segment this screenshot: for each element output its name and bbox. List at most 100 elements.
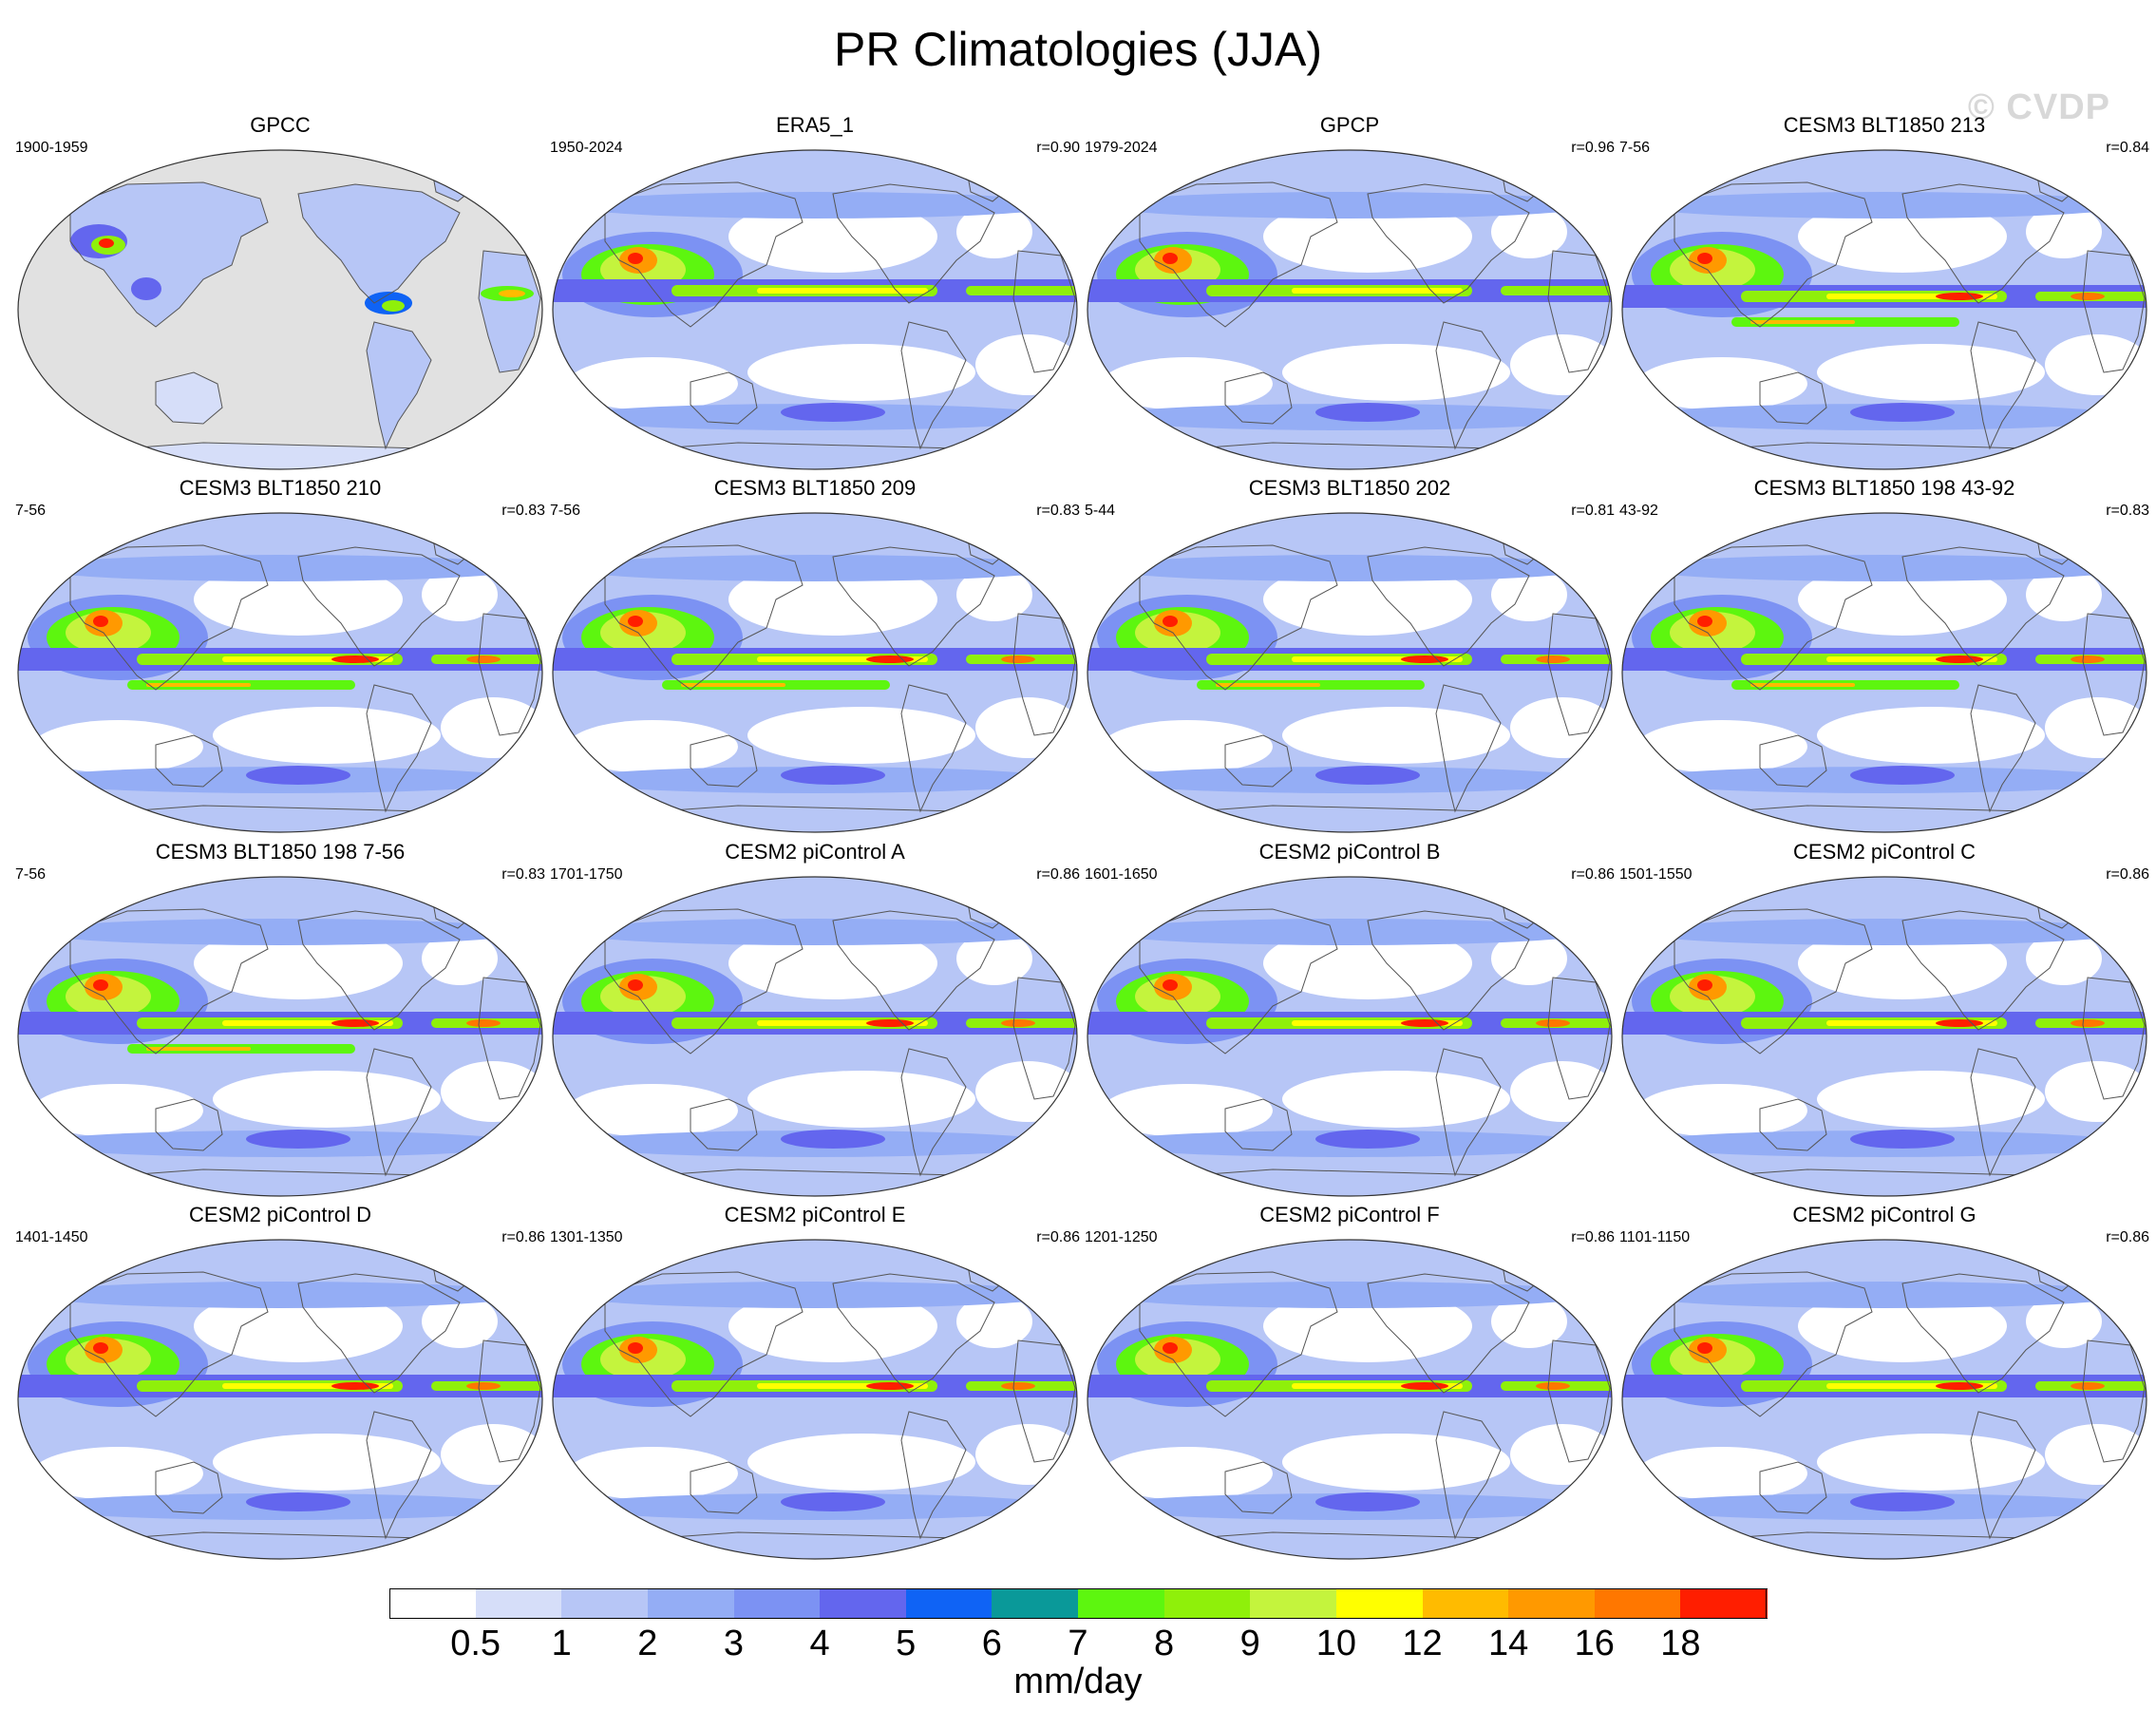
globe-outline [17, 149, 543, 470]
globe-outline [1087, 1239, 1613, 1560]
dry-zone [1263, 1290, 1472, 1362]
coastline [2082, 1340, 2146, 1463]
precip-map [1621, 876, 2147, 1197]
southern-ocean-maximum [246, 766, 350, 785]
dry-zone [1798, 200, 2007, 273]
coastline [832, 910, 995, 1031]
coastline [155, 1098, 223, 1151]
precip-map [1087, 1239, 1613, 1560]
southern-ocean-maximum [246, 1492, 350, 1511]
southern-ocean-maximum [781, 403, 885, 422]
dry-zone [194, 927, 403, 999]
precip-map [552, 876, 1078, 1197]
double-itcz-core [146, 1047, 251, 1051]
dry-zone [1102, 357, 1273, 410]
storm-track [1636, 1282, 2130, 1308]
dry-zone [1798, 1290, 2007, 1362]
coastline [604, 1271, 804, 1417]
panel-pattern-correlation: r=0.86 [2106, 1229, 2149, 1245]
map-background [18, 150, 542, 469]
dry-zone [567, 357, 738, 410]
panel-years: 1401-1450 [15, 1229, 88, 1245]
dry-zone [2045, 334, 2147, 395]
coastline [1674, 181, 1873, 328]
atlantic-itcz [1501, 286, 1612, 295]
precip-map [1621, 512, 2147, 833]
dry-zone [1102, 1447, 1273, 1500]
panel-years: 1201-1250 [1085, 1229, 1158, 1245]
coastline [604, 181, 804, 328]
colorbar-swatch [561, 1588, 649, 1619]
panel-pattern-correlation: r=0.83 [2106, 503, 2149, 519]
itcz-core [757, 288, 928, 294]
colorbar-tick-label: 4 [809, 1624, 830, 1663]
coastline [69, 181, 269, 328]
globe-outline [17, 512, 543, 833]
precip-map [552, 512, 1078, 833]
colorbar-swatch [1163, 1588, 1251, 1619]
globe-outline [17, 1239, 543, 1560]
panel-pattern-correlation: r=0.86 [1571, 866, 1615, 883]
coastline [297, 910, 461, 1031]
panel-years: 1701-1750 [550, 866, 623, 883]
coastline [1367, 1273, 1530, 1394]
dry-zone [32, 1447, 203, 1500]
map-panel: GPCC 1900-1959 [13, 112, 547, 473]
globe-outline [17, 876, 543, 1197]
coastline [900, 684, 967, 813]
coastline [1901, 910, 2065, 1031]
dry-zone [2045, 1061, 2147, 1122]
coastline [1759, 734, 1827, 788]
dry-zone [213, 1071, 441, 1128]
coastline [478, 1340, 541, 1463]
monsoon-precip [628, 1342, 643, 1354]
globe-outline [1621, 1239, 2147, 1560]
double-itcz-core [146, 683, 251, 687]
coastline [1970, 1048, 2036, 1177]
colorbar-swatch [820, 1588, 907, 1619]
monsoon-precip [1697, 1342, 1712, 1354]
coastline [1367, 183, 1530, 304]
globe-outline [1621, 149, 2147, 470]
coastline [1012, 613, 1076, 736]
panel-years: 43-92 [1619, 503, 1658, 519]
dry-zone [1282, 1434, 1510, 1491]
itcz-maximum [1401, 1382, 1448, 1390]
coastline [604, 544, 804, 691]
atlantic-maximum [466, 656, 501, 663]
panel-years: 7-56 [15, 503, 47, 519]
colorbar-swatch [1594, 1588, 1681, 1619]
storm-track [32, 919, 526, 945]
dry-zone [1636, 357, 1807, 410]
coastline [1435, 684, 1502, 813]
dry-zone [1817, 1434, 2045, 1491]
coastline [1224, 1461, 1293, 1514]
map-panel: CESM2 piControl F 1201-1250 r=0.86 [1083, 1202, 1617, 1563]
coastline [1139, 181, 1338, 328]
precip-map [17, 149, 543, 470]
map-panel: CESM2 piControl E 1301-1350 r=0.86 [548, 1202, 1082, 1563]
southern-ocean-maximum [781, 766, 885, 785]
coastline [900, 321, 967, 450]
globe-outline [552, 512, 1078, 833]
land-precip-region [367, 322, 431, 448]
panel-pattern-correlation: r=0.86 [2106, 866, 2149, 883]
panel-pattern-correlation: r=0.84 [2106, 140, 2149, 156]
itcz-maximum [866, 1019, 914, 1027]
coastline [1012, 1340, 1076, 1463]
colorbar-tick-label: 1 [551, 1624, 572, 1663]
panel-years: 1900-1959 [15, 140, 88, 156]
storm-track [567, 192, 1061, 218]
panel-pattern-correlation: r=0.90 [1036, 140, 1080, 156]
storm-track [1102, 1282, 1596, 1308]
coastline [832, 546, 995, 667]
dry-zone [1282, 344, 1510, 401]
panel-title: CESM3 BLT1850 202 [1248, 476, 1451, 500]
itcz-core [1292, 288, 1463, 294]
dry-zone [1263, 200, 1472, 273]
coastline [366, 1411, 432, 1540]
coastline [478, 250, 541, 373]
southern-ocean-maximum [1850, 403, 1955, 422]
coastline [1547, 977, 1611, 1100]
dry-zone [1510, 334, 1612, 395]
